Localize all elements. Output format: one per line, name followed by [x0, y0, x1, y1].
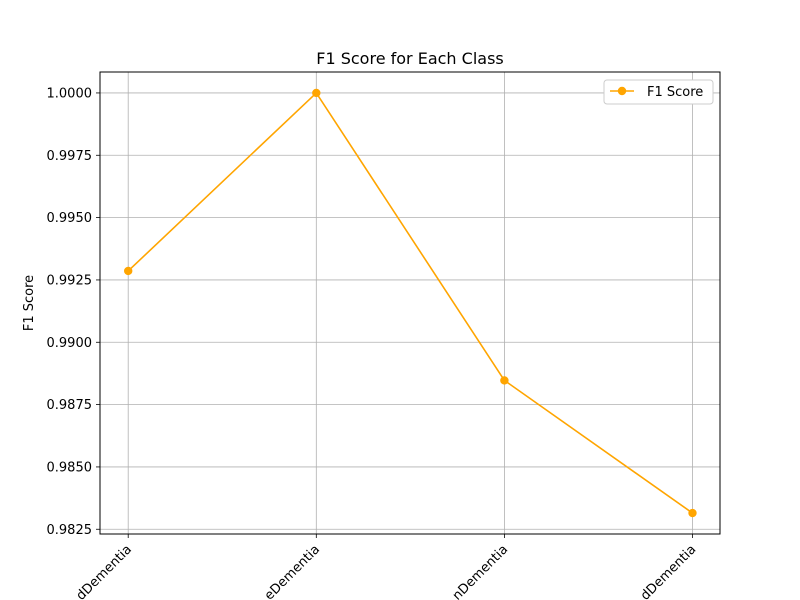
- legend: F1 Score: [603, 79, 714, 105]
- x-tick-label: eDementia: [262, 542, 323, 600]
- data-point: [124, 266, 133, 276]
- y-tick-label: 0.9925: [47, 273, 93, 288]
- data-point: [312, 88, 321, 98]
- data-point: [688, 508, 697, 518]
- plot-frame: [99, 71, 721, 535]
- y-tick-label: 0.9850: [47, 460, 93, 475]
- y-tick-label: 0.9950: [47, 211, 93, 226]
- y-tick-label: 0.9825: [47, 523, 93, 538]
- legend-entry-f1-score: F1 Score: [647, 85, 703, 100]
- series-line: [127, 91, 693, 514]
- chart-title: F1 Score for Each Class: [316, 49, 503, 68]
- y-tick-label: 0.9875: [47, 398, 93, 413]
- x-tick-label: dDementia: [638, 542, 699, 600]
- x-tick-label: nDementia: [450, 542, 511, 600]
- y-tick-label: 0.9900: [47, 336, 93, 351]
- series-layer: [124, 88, 697, 518]
- x-tick-label: dDementia: [74, 542, 135, 600]
- ticks-layer: 0.9825 0.9850 0.9875 0.9900 0.9925 0.9950 0.99…: [47, 86, 700, 600]
- y-tick-label: 1.0000: [47, 86, 93, 101]
- legend-marker-swatch: [617, 86, 627, 96]
- y-tick-label: 0.9975: [47, 149, 93, 164]
- y-axis-label: F1 Score: [22, 275, 37, 331]
- data-point: [500, 376, 509, 385]
- grid-layer: [100, 72, 720, 534]
- legend-box: [603, 79, 714, 105]
